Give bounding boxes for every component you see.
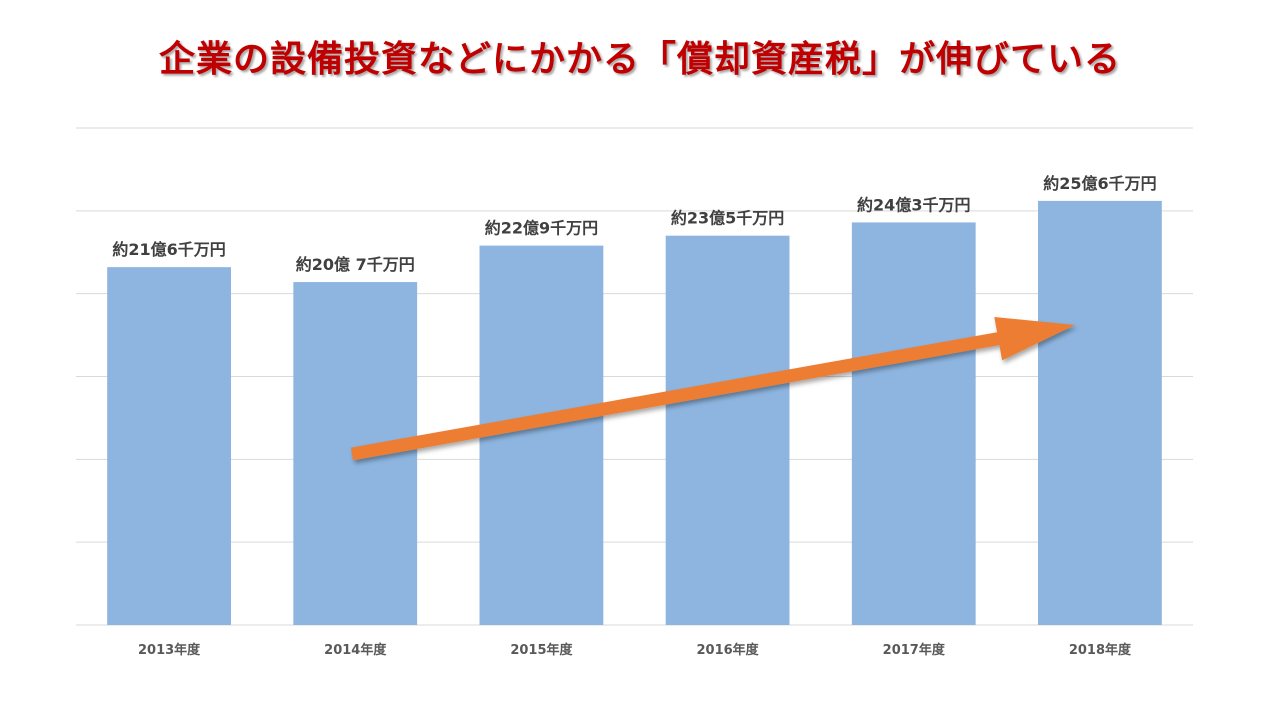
data-label: 約24億3千万円 [857, 195, 970, 214]
data-label: 約21億6千万円 [112, 240, 225, 259]
x-tick-label: 2014年度 [324, 642, 387, 658]
bar [479, 245, 604, 625]
data-label: 約23億5千万円 [671, 209, 784, 228]
x-tick-label: 2013年度 [138, 642, 201, 658]
bar [107, 267, 231, 625]
x-tick-labels: 2013年度 2014年度 2015年度 2016年度 2017年度 2018年度 [138, 642, 1132, 658]
trend-arrow [350, 317, 1075, 461]
x-tick-label: 2015年度 [510, 642, 573, 658]
x-tick-label: 2016年度 [696, 642, 759, 658]
data-label: 約20億 7千万円 [296, 255, 415, 274]
trend-arrow-icon [350, 317, 1075, 461]
chart-title: 企業の設備投資などにかかる「償却資産税」が伸びている [158, 39, 1121, 80]
data-label: 約22億9千万円 [485, 219, 598, 238]
bar [665, 235, 790, 625]
bars [107, 200, 1162, 626]
gridlines [76, 127, 1193, 626]
data-label: 約25億6千万円 [1043, 174, 1156, 193]
x-tick-label: 2018年度 [1069, 642, 1132, 658]
x-tick-label: 2017年度 [883, 642, 946, 658]
bar [851, 222, 976, 625]
bar [1038, 200, 1162, 626]
